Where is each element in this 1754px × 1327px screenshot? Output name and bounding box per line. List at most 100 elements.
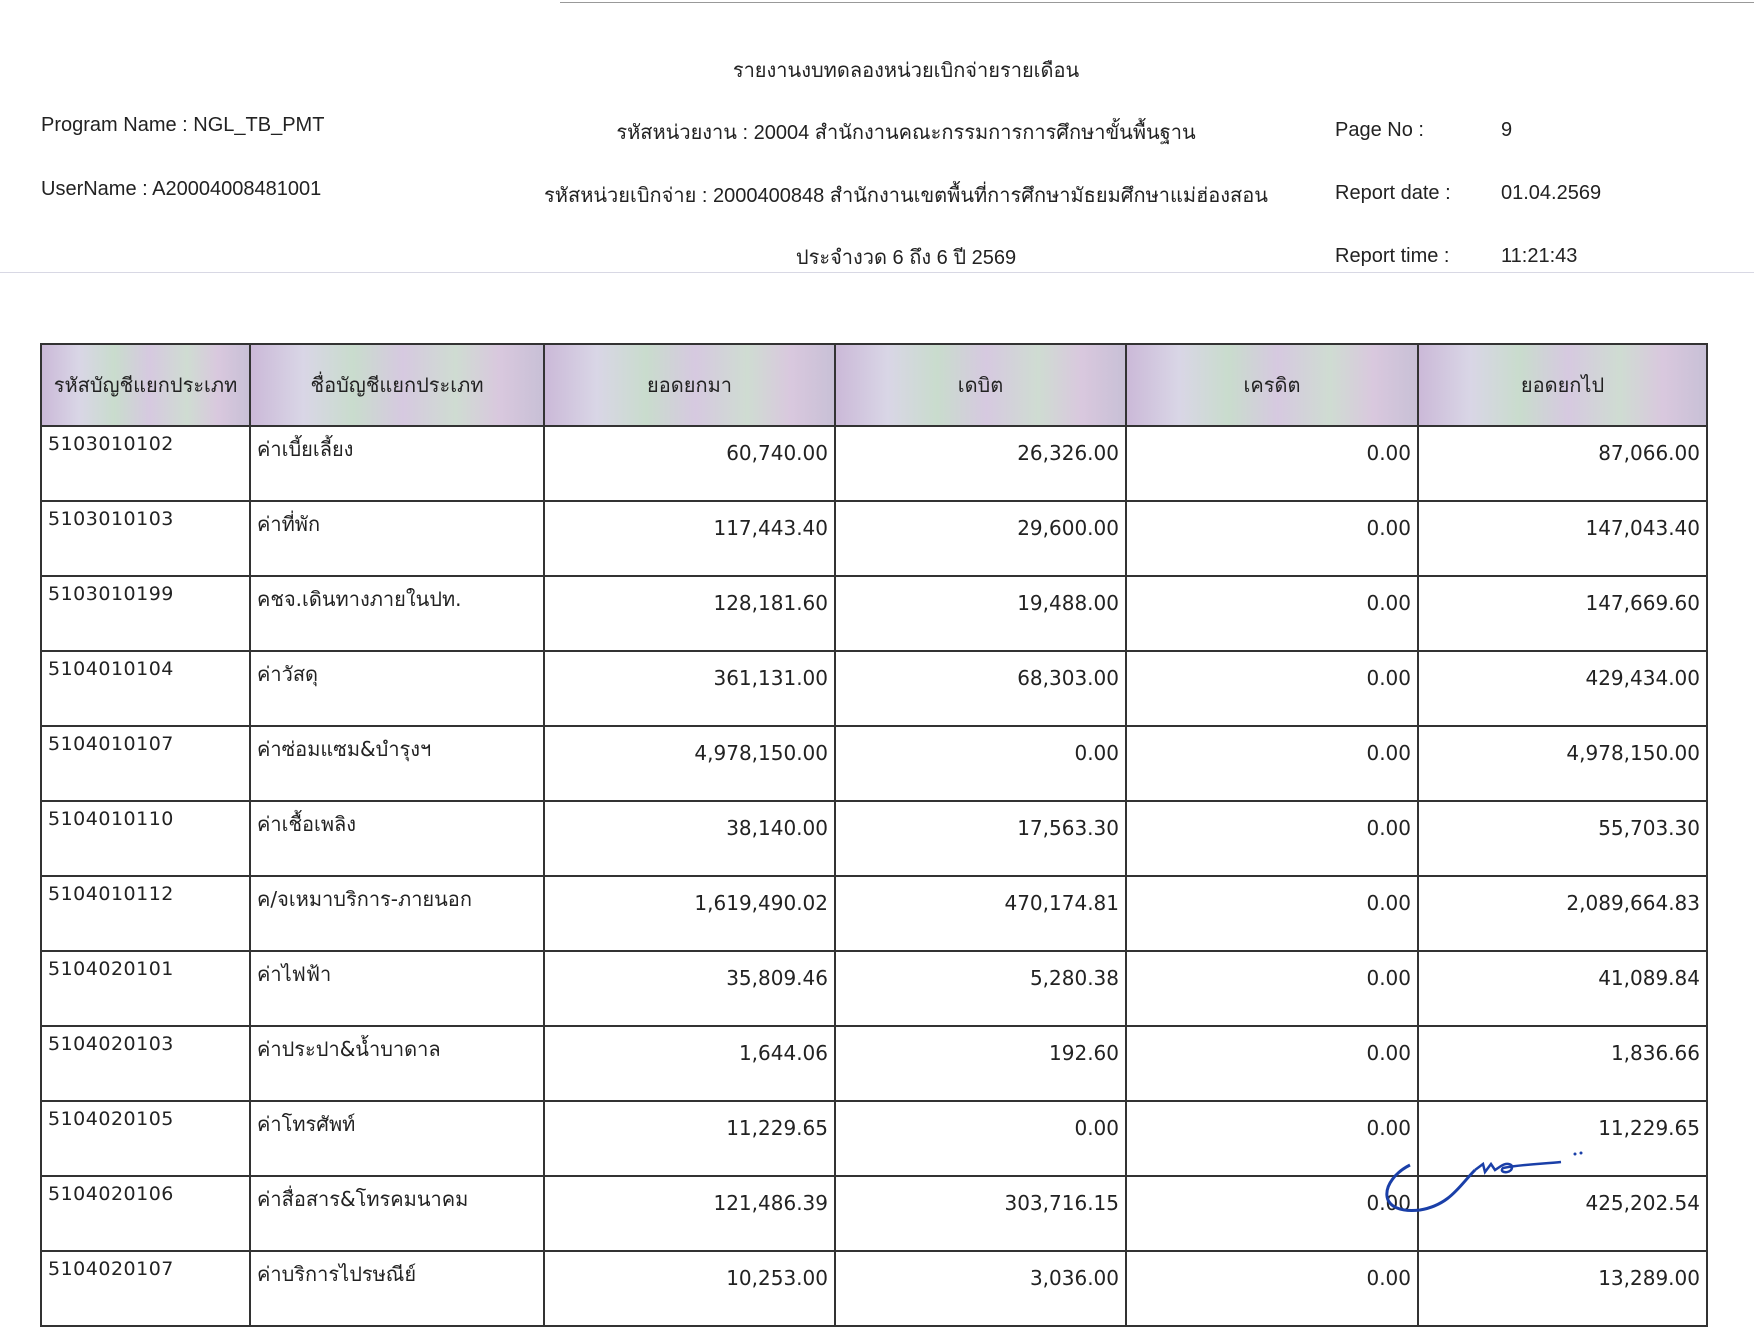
cell-debit: 303,716.15 bbox=[834, 1175, 1127, 1252]
cell-opening-balance: 361,131.00 bbox=[543, 650, 836, 727]
report-date: 01.04.2569 bbox=[1501, 182, 1602, 204]
cell-debit: 17,563.30 bbox=[834, 800, 1127, 877]
table-row: 5104020107 ค่าบริการไปรษณีย์ 10,253.00 3,03… bbox=[40, 1250, 1708, 1327]
signature bbox=[1385, 1151, 1583, 1212]
table-row: 5103010103 ค่าที่พัก 117,443.40 29,600.00 0.… bbox=[40, 500, 1708, 577]
cell-account-code: 5104010110 bbox=[40, 800, 251, 877]
cell-credit: 0.00 bbox=[1125, 425, 1419, 502]
table-row: 5104010110 ค่าเชื้อเพลิง 38,140.00 17,563.3… bbox=[40, 800, 1708, 877]
cell-credit: 0.00 bbox=[1125, 500, 1419, 577]
header-divider bbox=[0, 272, 1754, 273]
cell-account-name: ค่าเชื้อเพลิง bbox=[249, 800, 545, 877]
cell-opening-balance: 38,140.00 bbox=[543, 800, 836, 877]
cell-account-code: 5104020103 bbox=[40, 1025, 251, 1102]
program-name: Program Name : NGL_TB_PMT bbox=[41, 114, 325, 136]
table-row: 5104020101 ค่าไฟฟ้า 35,809.46 5,280.38 0.00 4… bbox=[40, 950, 1708, 1027]
disbursing-unit: รหัสหน่วยเบิกจ่าย : 2000400848 สำนักงานเ… bbox=[544, 185, 1268, 207]
header-closing-balance: ยอดยกไป bbox=[1417, 343, 1708, 427]
cell-opening-balance: 1,644.06 bbox=[543, 1025, 836, 1102]
cell-credit: 0.00 bbox=[1125, 650, 1419, 727]
cell-account-name: ค่าไฟฟ้า bbox=[249, 950, 545, 1027]
cell-closing-balance: 13,289.00 bbox=[1417, 1250, 1708, 1327]
cell-account-name: ค่าโทรศัพท์ bbox=[249, 1100, 545, 1177]
cell-closing-balance: 1,836.66 bbox=[1417, 1025, 1708, 1102]
cell-credit: 0.00 bbox=[1125, 725, 1419, 802]
cell-account-code: 5104020106 bbox=[40, 1175, 251, 1252]
cell-closing-balance: 4,978,150.00 bbox=[1417, 725, 1708, 802]
cell-credit: 0.00 bbox=[1125, 875, 1419, 952]
cell-opening-balance: 60,740.00 bbox=[543, 425, 836, 502]
agency: รหัสหน่วยงาน : 20004 สำนักงานคณะกรรมการก… bbox=[616, 122, 1196, 144]
cell-account-code: 5104010104 bbox=[40, 650, 251, 727]
cell-credit: 0.00 bbox=[1125, 575, 1419, 652]
cell-account-code: 5104010112 bbox=[40, 875, 251, 952]
cell-debit: 192.60 bbox=[834, 1025, 1127, 1102]
period: ประจำงวด 6 ถึง 6 ปี 2569 bbox=[795, 247, 1017, 269]
header-opening-balance: ยอดยกมา bbox=[543, 343, 836, 427]
cell-account-name: ค่าซ่อมแซม&บำรุงฯ bbox=[249, 725, 545, 802]
cell-credit: 0.00 bbox=[1125, 1100, 1419, 1177]
cell-account-name: คชจ.เดินทางภายในปท. bbox=[249, 575, 545, 652]
username: UserName : A20004008481001 bbox=[41, 178, 322, 200]
table-row: 5104010104 ค่าวัสดุ 361,131.00 68,303.00 0.0… bbox=[40, 650, 1708, 727]
cell-closing-balance: 2,089,664.83 bbox=[1417, 875, 1708, 952]
cell-debit: 0.00 bbox=[834, 725, 1127, 802]
cell-closing-balance: 55,703.30 bbox=[1417, 800, 1708, 877]
cell-debit: 3,036.00 bbox=[834, 1250, 1127, 1327]
table-row: 5104010107 ค่าซ่อมแซม&บำรุงฯ 4,978,150.00 0… bbox=[40, 725, 1708, 802]
cell-account-name: ค่าวัสดุ bbox=[249, 650, 545, 727]
report-title: รายงานงบทดลองหน่วยเบิกจ่ายรายเดือน bbox=[732, 60, 1080, 82]
cell-closing-balance: 429,434.00 bbox=[1417, 650, 1708, 727]
cell-credit: 0.00 bbox=[1125, 1175, 1419, 1252]
cell-opening-balance: 128,181.60 bbox=[543, 575, 836, 652]
table-row: 5104020103 ค่าประปา&น้ำบาดาล 1,644.06 192.6… bbox=[40, 1025, 1708, 1102]
cell-opening-balance: 121,486.39 bbox=[543, 1175, 836, 1252]
cell-account-code: 5104020101 bbox=[40, 950, 251, 1027]
cell-account-code: 5103010103 bbox=[40, 500, 251, 577]
cell-debit: 26,326.00 bbox=[834, 425, 1127, 502]
cell-opening-balance: 117,443.40 bbox=[543, 500, 836, 577]
cell-account-name: ค่าเบี้ยเลี้ยง bbox=[249, 425, 545, 502]
table-row: 5103010102 ค่าเบี้ยเลี้ยง 60,740.00 26,326.… bbox=[40, 425, 1708, 502]
cell-debit: 19,488.00 bbox=[834, 575, 1127, 652]
cell-closing-balance: 147,043.40 bbox=[1417, 500, 1708, 577]
cell-credit: 0.00 bbox=[1125, 800, 1419, 877]
cell-account-code: 5103010199 bbox=[40, 575, 251, 652]
page-no: 9 bbox=[1501, 119, 1513, 141]
cell-opening-balance: 11,229.65 bbox=[543, 1100, 836, 1177]
cell-closing-balance: 11,229.65 bbox=[1417, 1100, 1708, 1177]
cell-debit: 5,280.38 bbox=[834, 950, 1127, 1027]
cell-account-name: ค/จเหมาบริการ-ภายนอก bbox=[249, 875, 545, 952]
cell-opening-balance: 10,253.00 bbox=[543, 1250, 836, 1327]
cell-account-name: ค่าประปา&น้ำบาดาล bbox=[249, 1025, 545, 1102]
report-time-label: Report time : bbox=[1335, 245, 1450, 267]
table-row: 5104010112 ค/จเหมาบริการ-ภายนอก 1,619,490.… bbox=[40, 875, 1708, 952]
cell-debit: 470,174.81 bbox=[834, 875, 1127, 952]
cell-account-code: 5104010107 bbox=[40, 725, 251, 802]
header-credit: เครดิต bbox=[1125, 343, 1419, 427]
cell-opening-balance: 4,978,150.00 bbox=[543, 725, 836, 802]
cell-debit: 29,600.00 bbox=[834, 500, 1127, 577]
cell-closing-balance: 41,089.84 bbox=[1417, 950, 1708, 1027]
cell-credit: 0.00 bbox=[1125, 1250, 1419, 1327]
cell-debit: 68,303.00 bbox=[834, 650, 1127, 727]
table-header-row: รหัสบัญชีแยกประเภท ชื่อบัญชีแยกประเภท ยอดย… bbox=[40, 343, 1708, 427]
cell-account-name: ค่าที่พัก bbox=[249, 500, 545, 577]
table-row: 5104020105 ค่าโทรศัพท์ 11,229.65 0.00 0.00 11… bbox=[40, 1100, 1708, 1177]
table-row: 5103010199 คชจ.เดินทางภายในปท. 128,181.60 1… bbox=[40, 575, 1708, 652]
cell-opening-balance: 35,809.46 bbox=[543, 950, 836, 1027]
cell-debit: 0.00 bbox=[834, 1100, 1127, 1177]
header-debit: เดบิต bbox=[834, 343, 1127, 427]
report-date-label: Report date : bbox=[1335, 182, 1451, 204]
header-account-name: ชื่อบัญชีแยกประเภท bbox=[249, 343, 545, 427]
cell-account-code: 5104020107 bbox=[40, 1250, 251, 1327]
cell-opening-balance: 1,619,490.02 bbox=[543, 875, 836, 952]
cell-account-name: ค่าสื่อสาร&โทรคมนาคม bbox=[249, 1175, 545, 1252]
scan-edge-line bbox=[560, 2, 1754, 3]
cell-account-code: 5104020105 bbox=[40, 1100, 251, 1177]
cell-account-code: 5103010102 bbox=[40, 425, 251, 502]
header-account-code: รหัสบัญชีแยกประเภท bbox=[40, 343, 251, 427]
page-no-label: Page No : bbox=[1335, 119, 1424, 141]
cell-closing-balance: 147,669.60 bbox=[1417, 575, 1708, 652]
cell-credit: 0.00 bbox=[1125, 1025, 1419, 1102]
